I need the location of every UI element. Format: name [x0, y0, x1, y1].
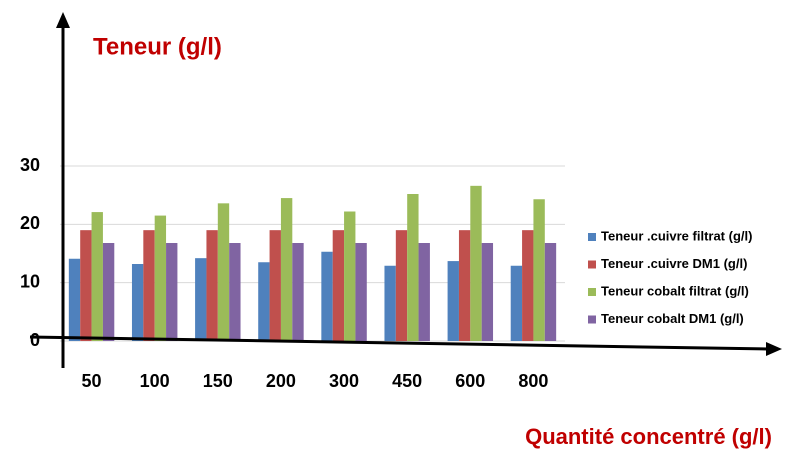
bar	[292, 243, 304, 341]
x-tick-label: 100	[140, 371, 170, 391]
x-tick-label: 300	[329, 371, 359, 391]
bar	[522, 230, 534, 341]
bar	[470, 185, 482, 341]
bar	[407, 194, 419, 341]
bar	[395, 230, 408, 341]
bar	[418, 243, 430, 341]
bar	[131, 264, 144, 341]
bar	[229, 243, 241, 341]
bar	[344, 211, 356, 341]
x-tick-label: 150	[203, 371, 233, 391]
y-tick-label: 20	[20, 213, 40, 233]
x-axis-arrow	[766, 342, 782, 356]
legend-swatch	[588, 315, 596, 324]
bar	[166, 243, 178, 341]
bar	[280, 198, 293, 341]
legend-label: Teneur .cuivre DM1 (g/l)	[601, 256, 747, 271]
bar	[447, 261, 459, 341]
bar	[533, 199, 545, 341]
legend-label: Teneur .cuivre filtrat (g/l)	[601, 228, 752, 243]
bar	[510, 265, 523, 341]
bar	[68, 258, 81, 341]
bar	[269, 230, 281, 341]
x-axis	[29, 335, 769, 351]
chart-title: Teneur (g/l)	[93, 33, 222, 60]
bar	[544, 243, 557, 341]
bar	[458, 230, 471, 341]
bar	[481, 243, 494, 341]
y-tick-label: 0	[30, 330, 40, 350]
bar	[384, 265, 396, 341]
legend-swatch	[588, 260, 596, 269]
legend-label: Teneur cobalt DM1 (g/l)	[601, 311, 744, 326]
x-tick-label: 600	[455, 371, 485, 391]
bar	[154, 215, 167, 341]
legend-label: Teneur cobalt filtrat (g/l)	[601, 283, 749, 298]
bar	[80, 230, 92, 341]
bar	[91, 212, 103, 341]
bar	[195, 258, 207, 341]
x-tick-label: 50	[82, 371, 102, 391]
bar	[355, 243, 367, 341]
y-tick-label: 10	[20, 271, 40, 291]
bar	[258, 262, 270, 341]
x-tick-label: 800	[518, 371, 548, 391]
x-tick-label: 200	[266, 371, 296, 391]
x-axis-label: Quantité concentré (g/l)	[525, 424, 772, 449]
bar	[217, 203, 230, 341]
bar	[206, 230, 218, 341]
bar	[332, 230, 345, 341]
bar	[102, 243, 115, 341]
y-tick-label: 30	[20, 155, 40, 175]
x-tick-label: 450	[392, 371, 422, 391]
y-axis-arrow	[56, 12, 70, 28]
legend-swatch	[588, 288, 596, 296]
legend-swatch	[588, 233, 596, 241]
bar	[321, 251, 333, 341]
plot-area: 0 10 20 30 50 100 150 200 300 450 600 800	[20, 155, 565, 391]
bar	[143, 230, 155, 341]
